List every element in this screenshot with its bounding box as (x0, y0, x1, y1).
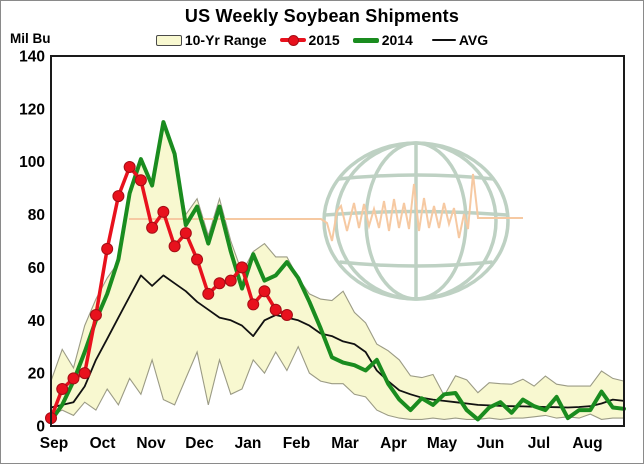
series-2015-marker (78, 367, 91, 380)
legend-item-avg: AVG (431, 32, 489, 48)
legend-label-avg: AVG (458, 32, 489, 48)
black-line-swatch-icon (431, 38, 456, 42)
series-2015-marker (269, 303, 282, 316)
y-tick-label: 120 (19, 101, 45, 118)
y-tick-label: 40 (28, 313, 45, 330)
y-tick-label: 0 (36, 419, 45, 436)
range-band-fill (51, 122, 624, 420)
series-2015-marker (168, 240, 181, 253)
x-month-labels: Sep Oct Nov Dec Jan Feb Mar Apr May Jun Jul Aug (40, 435, 603, 452)
series-2015-marker (191, 253, 204, 266)
chart-title: US Weekly Soybean Shipments (184, 6, 460, 26)
x-month-label: Nov (136, 435, 166, 452)
series-2014-line (49, 120, 626, 423)
legend-label-2014: 2014 (381, 32, 413, 48)
legend: 10-Yr Range 2015 2014 AVG (1, 31, 643, 49)
series-2015-line (49, 165, 288, 419)
legend-label-2015: 2015 (308, 32, 340, 48)
x-month-label: Feb (283, 435, 311, 452)
range-band-lower-edge (50, 345, 624, 420)
series-2015-marker (67, 372, 80, 385)
y-tick-label: 140 (19, 49, 45, 66)
x-month-label: Dec (185, 435, 214, 452)
series-2015-marker (247, 298, 260, 311)
series-2015-marker (202, 287, 215, 300)
series-2015-marker (157, 205, 170, 218)
y-tick-label: 80 (28, 207, 45, 224)
avg-line (50, 274, 625, 409)
x-month-label: Aug (572, 435, 602, 452)
legend-item-2015: 2015 (279, 32, 340, 48)
y-tick-label: 60 (28, 260, 45, 277)
series-2015-marker (236, 261, 248, 274)
x-month-label: Jan (235, 435, 262, 452)
series-2015-marker (89, 309, 102, 321)
series-2015-marker (213, 277, 226, 290)
legend-item-2014: 2014 (352, 32, 413, 48)
x-month-label: Jul (528, 435, 550, 452)
series-2015-marker (280, 309, 293, 321)
x-month-label: Oct (90, 435, 116, 452)
series-2015-marker (134, 174, 147, 187)
series-2015-marker (112, 190, 125, 203)
series-2015-marker (258, 285, 271, 298)
green-line-swatch-icon (352, 37, 379, 43)
legend-item-range: 10-Yr Range (155, 32, 267, 48)
series-2015-marker (101, 242, 114, 255)
y-tick-label: 20 (28, 366, 45, 383)
y-axis-unit-label: Mil Bu (10, 31, 51, 46)
x-month-label: Apr (380, 435, 407, 452)
x-month-label: May (427, 435, 458, 452)
series-2015-marker (56, 383, 69, 395)
y-tick-labels: 0 20 40 60 80 100 120 140 (19, 49, 45, 436)
x-month-label: Sep (40, 435, 68, 452)
plot-border (50, 55, 625, 427)
watermark-globe-icon (322, 141, 510, 301)
line-marker-swatch-icon (279, 34, 306, 46)
x-month-label: Mar (331, 435, 359, 452)
x-month-label: Jun (477, 435, 505, 452)
series-2015-marker (146, 221, 159, 234)
series-2015-marker (123, 161, 136, 173)
watermark-trace (129, 173, 523, 242)
series-2015-marker (224, 274, 237, 287)
y-tick-label: 100 (19, 154, 45, 171)
range-band-swatch-icon (155, 34, 182, 46)
legend-label-range: 10-Yr Range (184, 32, 267, 48)
marker-dot-icon (287, 34, 299, 46)
series-2015-marker (179, 227, 192, 240)
